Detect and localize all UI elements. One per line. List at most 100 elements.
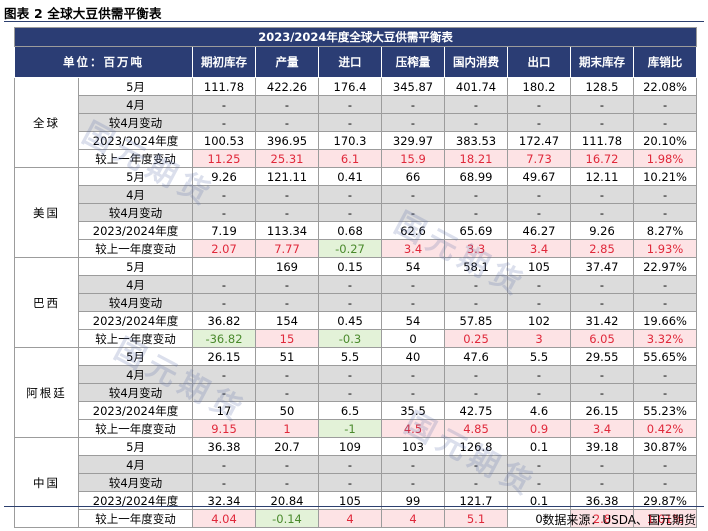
table-cell: - — [444, 455, 508, 474]
row-label: 5月 — [78, 437, 193, 456]
table-cell: 0.1 — [507, 437, 571, 456]
table-title-row: 2023/2024年度全球大豆供需平衡表 — [13, 27, 698, 47]
table-cell: 0.1 — [507, 491, 571, 510]
row-label: 2023/2024年度 — [78, 221, 193, 240]
table-cell: 47.6 — [444, 347, 508, 366]
table-cell: 3.32% — [632, 329, 698, 348]
table-cell: - — [570, 95, 634, 114]
table-cell: 7.19 — [192, 221, 256, 240]
table-cell: - — [444, 365, 508, 384]
table-cell: - — [318, 473, 382, 492]
table-cell: - — [255, 95, 319, 114]
table-cell: 22.08% — [632, 77, 698, 96]
table-cell: 5.5 — [507, 347, 571, 366]
column-header: 期初库存 — [192, 46, 256, 78]
table-row: 较4月变动 - - - - - - - - — [15, 203, 698, 222]
table-cell: 26.15 — [192, 347, 256, 366]
table-cell: - — [318, 185, 382, 204]
table-cell: 3 — [507, 329, 571, 348]
table-cell: 0.9 — [507, 419, 571, 438]
table-cell: 10.21% — [632, 167, 698, 186]
table-cell: 35.5 — [381, 401, 445, 420]
table-cell: 66 — [381, 167, 445, 186]
table-cell: - — [381, 275, 445, 294]
region-name: 全球 — [14, 77, 79, 168]
table-cell: 3.3 — [444, 239, 508, 258]
table-cell: 0 — [381, 329, 445, 348]
table-cell: 65.69 — [444, 221, 508, 240]
table-cell: 37.47 — [570, 257, 634, 276]
table-row: 较上一年度变动 -36.82 15 -0.3 0 0.25 3 6.05 3.32% — [15, 329, 698, 348]
table-cell: 0.68 — [318, 221, 382, 240]
table-row: 2023/2024年度 32.34 20.84 105 99 121.7 0.1 36.38 2… — [15, 491, 698, 510]
table-cell: 111.78 — [570, 131, 634, 150]
table-cell: 32.34 — [192, 491, 256, 510]
row-label: 较上一年度变动 — [78, 329, 193, 348]
table-cell: 6.5 — [318, 401, 382, 420]
table-cell: 1.98% — [632, 149, 698, 168]
region-name: 中国 — [14, 437, 79, 528]
table-cell: - — [192, 275, 256, 294]
table-cell: 4 — [318, 509, 382, 528]
table-cell: 16.72 — [570, 149, 634, 168]
table-cell: 2.8 — [570, 509, 634, 528]
table-cell: - — [381, 455, 445, 474]
table-cell: - — [381, 95, 445, 114]
table-row: 全球 5月 111.78 422.26 176.4 345.87 401.74 180.2 12… — [14, 77, 698, 168]
column-header: 进口 — [318, 46, 382, 78]
table-cell: 180.2 — [507, 77, 571, 96]
table-cell: 17 — [192, 401, 256, 420]
table-cell: - — [381, 293, 445, 312]
table-cell: 26.15 — [570, 401, 634, 420]
table-cell: - — [381, 365, 445, 384]
table-cell: - — [192, 473, 256, 492]
table-cell: - — [570, 455, 634, 474]
row-label: 5月 — [78, 167, 193, 186]
table-cell: - — [381, 383, 445, 402]
balance-table: 2023/2024年度全球大豆供需平衡表 单位：百万吨 期初库存 产量 进口 压榨量国… — [13, 27, 698, 528]
table-cell: - — [255, 455, 319, 474]
table-cell: 4.85 — [444, 419, 508, 438]
table-cell: - — [192, 455, 256, 474]
table-cell: -36.82 — [192, 329, 256, 348]
row-label: 2023/2024年度 — [78, 401, 193, 420]
table-row: 4月 - - - - - - - - — [15, 365, 698, 384]
row-label: 较4月变动 — [78, 383, 193, 402]
table-cell: 99 — [381, 491, 445, 510]
row-label: 5月 — [78, 77, 193, 96]
table-cell: 170.3 — [318, 131, 382, 150]
region-name: 美国 — [14, 167, 79, 258]
table-cell: 128.5 — [570, 77, 634, 96]
bottom-rule — [4, 506, 704, 507]
table-row: 较上一年度变动 4.04 -0.14 4 4 5.1 0 2.8 1.01% — [15, 509, 698, 528]
table-cell: 121.7 — [444, 491, 508, 510]
table-row: 较上一年度变动 9.15 1 -1 4.5 4.85 0.9 3.4 0.42% — [15, 419, 698, 438]
table-cell: - — [192, 95, 256, 114]
table-cell: - — [318, 383, 382, 402]
column-header: 产量 — [255, 46, 319, 78]
table-cell: - — [444, 293, 508, 312]
row-label: 较4月变动 — [78, 473, 193, 492]
table-cell: - — [255, 275, 319, 294]
table-cell: 329.97 — [381, 131, 445, 150]
table-cell: - — [632, 95, 698, 114]
table-cell: 49.67 — [507, 167, 571, 186]
table-row: 较4月变动 - - - - - - - - — [15, 293, 698, 312]
table-cell: 6.05 — [570, 329, 634, 348]
table-cell: 100.53 — [192, 131, 256, 150]
table-body: 全球 5月 111.78 422.26 176.4 345.87 401.74 180.2 12… — [14, 77, 698, 528]
table-cell: 39.18 — [570, 437, 634, 456]
table-cell: 1 — [255, 419, 319, 438]
table-cell: - — [192, 365, 256, 384]
table-cell: 0.42% — [632, 419, 698, 438]
table-cell: 383.53 — [444, 131, 508, 150]
table-cell: 176.4 — [318, 77, 382, 96]
table-cell: - — [570, 185, 634, 204]
table-row: 2023/2024年度 7.19 113.34 0.68 62.6 65.69 46.27 9… — [15, 221, 698, 240]
table-cell: 46.27 — [507, 221, 571, 240]
table-row: 2023/2024年度 100.53 396.95 170.3 329.97 383.53… — [15, 131, 698, 150]
table-cell: 15.9 — [381, 149, 445, 168]
table-cell: 4.5 — [381, 419, 445, 438]
table-cell: 126.8 — [444, 437, 508, 456]
table-cell: - — [444, 383, 508, 402]
